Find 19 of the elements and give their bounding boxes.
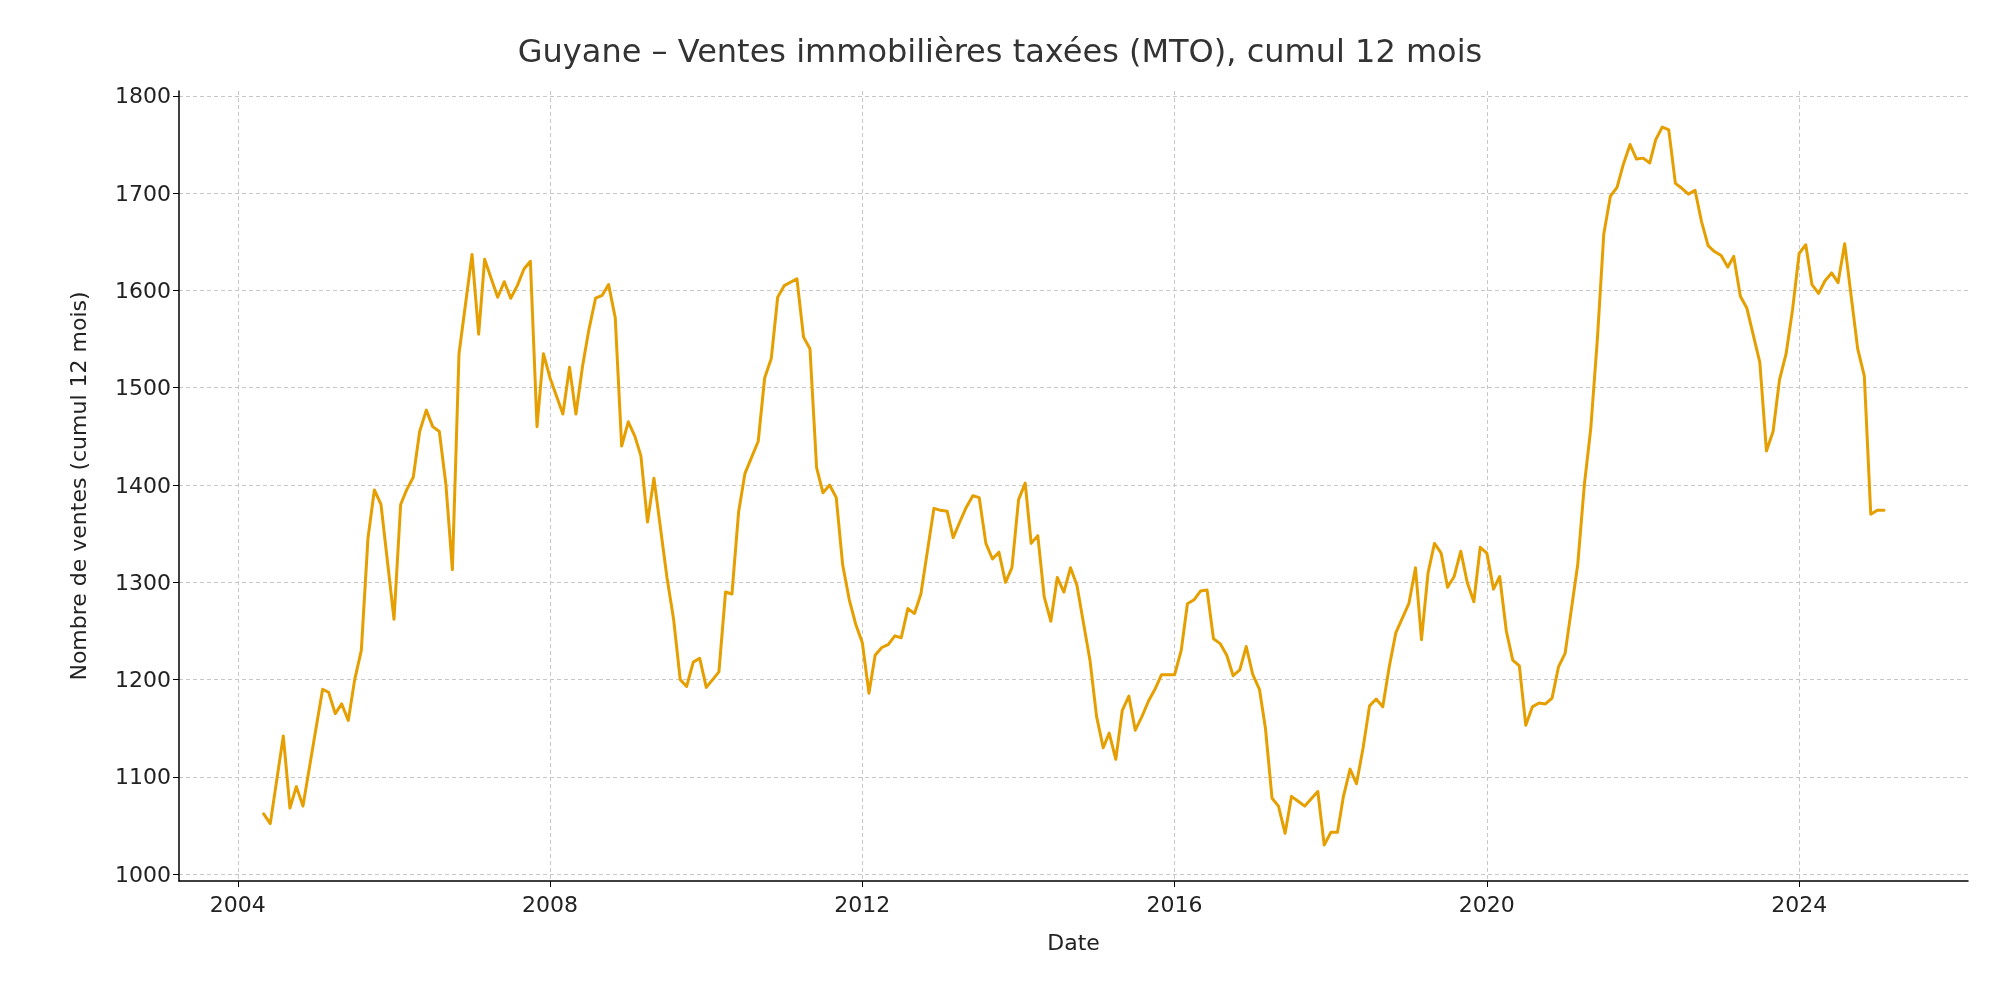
x-tick-label: 2012 — [834, 891, 891, 917]
x-tick-label: 2024 — [1771, 891, 1828, 917]
chart-title: Guyane – Ventes immobilières taxées (MTO), cumul 12 mois — [517, 32, 1483, 70]
y-tick-label: 1200 — [115, 667, 171, 693]
y-tick-label: 1700 — [115, 180, 171, 206]
y-tick-label: 1500 — [115, 375, 171, 401]
y-tick-label: 1000 — [115, 861, 171, 887]
x-tick-label: 2020 — [1458, 891, 1515, 917]
y-tick-label: 1600 — [115, 277, 171, 303]
line-series — [262, 125, 1886, 847]
x-tick-label: 2008 — [522, 891, 579, 917]
y-axis-title: Nombre de ventes (cumul 12 mois) — [65, 291, 91, 681]
x-tick-label: 2016 — [1146, 891, 1203, 917]
y-tick-label: 1800 — [115, 83, 171, 109]
x-axis-title: Date — [1047, 929, 1100, 955]
y-tick-label: 1300 — [115, 569, 171, 595]
x-tick-label: 2004 — [209, 891, 266, 917]
y-tick-label: 1400 — [115, 472, 171, 498]
y-tick-label: 1100 — [115, 764, 171, 790]
